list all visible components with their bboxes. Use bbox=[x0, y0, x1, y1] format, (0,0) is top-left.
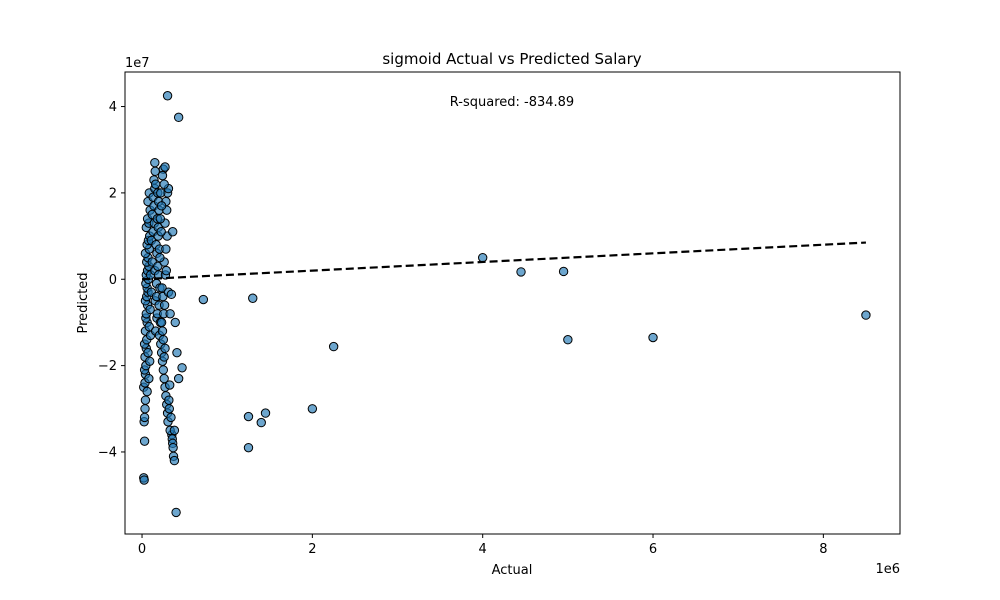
data-point bbox=[139, 436, 150, 446]
data-point bbox=[140, 395, 151, 405]
y-tick-label: −2 bbox=[98, 359, 117, 374]
data-point bbox=[558, 266, 569, 277]
data-point bbox=[140, 404, 150, 414]
reference-line bbox=[141, 241, 866, 281]
data-point bbox=[169, 455, 180, 466]
data-point bbox=[260, 408, 271, 418]
y-tick-label: 4 bbox=[109, 100, 117, 115]
data-point bbox=[144, 373, 154, 384]
data-point bbox=[177, 363, 187, 373]
y-tick-label: 0 bbox=[109, 273, 117, 288]
data-point bbox=[157, 326, 168, 336]
data-point bbox=[198, 294, 209, 305]
data-point bbox=[648, 332, 658, 343]
data-point bbox=[158, 365, 169, 375]
data-point bbox=[157, 283, 167, 293]
data-point bbox=[170, 317, 180, 328]
data-point bbox=[563, 335, 573, 345]
data-point bbox=[243, 411, 254, 422]
data-point bbox=[156, 227, 166, 237]
data-point bbox=[150, 157, 160, 168]
y-offset-label: 1e7 bbox=[125, 56, 150, 71]
data-point bbox=[159, 352, 169, 362]
x-offset-label: 1e6 bbox=[875, 562, 900, 577]
data-point bbox=[162, 91, 173, 101]
data-point bbox=[168, 442, 178, 453]
data-point bbox=[477, 252, 488, 263]
x-axis-title: Actual bbox=[492, 563, 533, 578]
data-point bbox=[145, 356, 155, 366]
data-point bbox=[164, 395, 174, 405]
x-tick-label: 0 bbox=[138, 542, 146, 557]
data-point bbox=[171, 507, 181, 518]
x-tick-label: 4 bbox=[479, 542, 487, 557]
data-point bbox=[516, 267, 526, 277]
data-point bbox=[155, 214, 166, 224]
data-point bbox=[166, 412, 176, 423]
data-point bbox=[169, 425, 180, 436]
x-tick-label: 8 bbox=[819, 542, 827, 557]
data-point bbox=[165, 309, 175, 319]
chart-title: sigmoid Actual vs Predicted Salary bbox=[382, 50, 641, 68]
data-point bbox=[139, 412, 150, 423]
data-point bbox=[307, 404, 318, 414]
data-point bbox=[161, 244, 171, 254]
y-tick-label: 2 bbox=[109, 186, 117, 201]
data-point bbox=[256, 417, 266, 428]
data-point bbox=[159, 300, 170, 310]
plot-frame bbox=[124, 71, 901, 535]
data-point bbox=[328, 341, 339, 352]
data-point bbox=[165, 380, 175, 390]
data-point bbox=[173, 112, 184, 123]
data-point bbox=[160, 162, 170, 172]
x-axis-ticks: 0 2 4 6 8 bbox=[138, 534, 827, 557]
plot-area bbox=[139, 91, 871, 518]
data-point bbox=[156, 188, 166, 198]
data-point bbox=[248, 293, 258, 303]
data-point bbox=[166, 289, 177, 300]
data-point bbox=[243, 442, 254, 453]
data-point bbox=[173, 373, 184, 384]
data-point bbox=[172, 347, 182, 358]
data-point bbox=[164, 404, 174, 414]
y-axis-ticks: −4 −2 0 2 4 bbox=[98, 100, 125, 460]
data-point bbox=[156, 317, 167, 328]
y-tick-label: −4 bbox=[98, 445, 117, 460]
data-point bbox=[157, 170, 168, 181]
data-point bbox=[158, 335, 169, 345]
y-axis-title: Predicted bbox=[76, 272, 91, 333]
data-point bbox=[150, 179, 161, 189]
data-point bbox=[144, 322, 154, 332]
x-tick-label: 6 bbox=[649, 542, 657, 557]
data-point bbox=[159, 179, 169, 189]
data-point bbox=[139, 475, 149, 485]
data-point bbox=[142, 386, 152, 397]
data-point bbox=[145, 304, 155, 315]
data-point bbox=[167, 227, 178, 237]
r-squared-annotation: R-squared: -834.89 bbox=[450, 95, 574, 110]
data-point bbox=[155, 252, 165, 263]
x-tick-label: 2 bbox=[308, 542, 316, 557]
data-point bbox=[861, 310, 871, 320]
data-point bbox=[160, 343, 170, 354]
scatter-points bbox=[139, 91, 871, 518]
data-point bbox=[161, 265, 172, 276]
data-point bbox=[156, 201, 167, 211]
data-point bbox=[143, 347, 153, 358]
